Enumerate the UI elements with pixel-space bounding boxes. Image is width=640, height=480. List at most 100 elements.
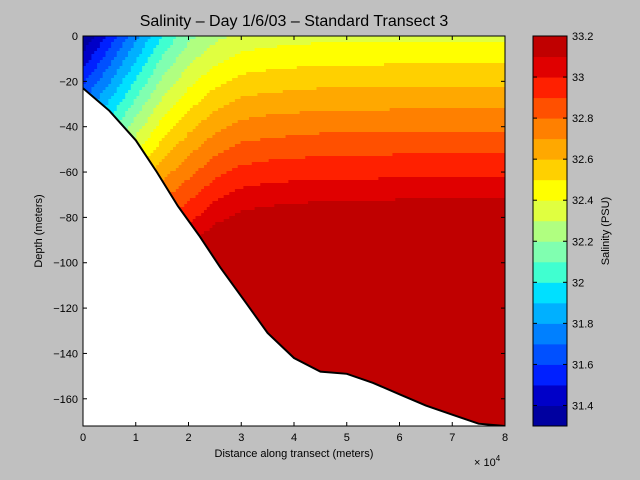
contour-cell xyxy=(319,45,323,49)
contour-cell xyxy=(282,48,287,52)
contour-cell xyxy=(122,63,126,67)
contour-cell xyxy=(451,45,455,49)
contour-cell xyxy=(485,66,489,70)
contour-cell xyxy=(119,42,123,46)
contour-cell xyxy=(392,51,396,55)
contour-cell xyxy=(97,69,101,73)
contour-cell xyxy=(184,69,188,73)
contour-cell xyxy=(226,63,230,67)
contour-cell xyxy=(263,69,267,73)
contour-cell xyxy=(175,51,180,55)
contour-cell xyxy=(496,57,500,61)
contour-cell xyxy=(274,36,278,40)
contour-cell xyxy=(403,36,408,40)
contour-cell xyxy=(496,51,500,55)
contour-cell xyxy=(482,60,486,64)
contour-cell xyxy=(164,54,168,58)
contour-cell xyxy=(308,63,312,67)
contour-cell xyxy=(223,57,228,61)
contour-cell xyxy=(209,51,214,55)
contour-cell xyxy=(99,48,104,52)
contour-cell xyxy=(389,39,394,43)
contour-cell xyxy=(479,66,484,70)
contour-cell xyxy=(499,36,503,40)
contour-cell xyxy=(440,39,444,43)
contour-cell xyxy=(97,60,101,64)
contour-cell xyxy=(462,69,467,73)
contour-cell xyxy=(409,42,413,46)
contour-cell xyxy=(254,66,259,70)
contour-cell xyxy=(83,60,87,64)
contour-cell xyxy=(279,39,284,43)
contour-cell xyxy=(431,63,436,67)
contour-cell xyxy=(105,39,109,43)
contour-cell xyxy=(310,60,315,64)
contour-cell xyxy=(465,60,470,64)
contour-cell xyxy=(282,39,287,43)
contour-cell xyxy=(158,36,163,40)
contour-cell xyxy=(333,36,337,40)
contour-cell xyxy=(268,66,273,70)
contour-cell xyxy=(139,66,143,70)
contour-cell xyxy=(479,57,484,61)
contour-cell xyxy=(260,60,264,64)
contour-cell xyxy=(291,69,295,73)
contour-cell xyxy=(299,66,304,70)
contour-cell xyxy=(291,48,295,52)
contour-cell xyxy=(212,45,216,49)
contour-cell xyxy=(420,36,425,40)
contour-cell xyxy=(471,51,475,55)
contour-cell xyxy=(409,57,413,61)
contour-cell xyxy=(305,48,309,52)
contour-cell xyxy=(94,36,98,40)
contour-cell xyxy=(386,45,391,49)
contour-cell xyxy=(240,39,244,43)
contour-cell xyxy=(412,42,416,46)
contour-cell xyxy=(358,60,363,64)
contour-cell xyxy=(378,63,382,67)
contour-cell xyxy=(333,57,337,61)
contour-cell xyxy=(443,42,447,46)
contour-cell xyxy=(108,42,112,46)
contour-cell xyxy=(277,42,281,46)
contour-cell xyxy=(358,69,363,73)
contour-cell xyxy=(457,39,461,43)
contour-cell xyxy=(94,51,98,55)
contour-cell xyxy=(471,66,475,70)
contour-cell xyxy=(313,45,318,49)
contour-cell xyxy=(364,45,368,49)
contour-cell xyxy=(243,63,247,67)
contour-cell xyxy=(313,39,318,43)
contour-cell xyxy=(457,60,461,64)
contour-cell xyxy=(192,51,197,55)
contour-cell xyxy=(457,69,461,73)
contour-cell xyxy=(215,57,219,61)
contour-cell xyxy=(130,60,135,64)
contour-cell xyxy=(414,48,419,52)
contour-cell xyxy=(443,51,447,55)
contour-cell xyxy=(254,57,259,61)
contour-cell xyxy=(173,42,177,46)
contour-cell xyxy=(445,57,450,61)
contour-cell xyxy=(237,45,242,49)
contour-cell xyxy=(398,66,402,70)
contour-cell xyxy=(246,39,250,43)
contour-cell xyxy=(277,54,281,58)
contour-cell xyxy=(431,51,436,55)
contour-cell xyxy=(392,63,396,67)
contour-cell xyxy=(150,63,154,67)
contour-cell xyxy=(462,66,467,70)
contour-cell xyxy=(288,51,292,55)
contour-cell xyxy=(482,42,486,46)
contour-cell xyxy=(485,48,489,52)
contour-cell xyxy=(341,36,346,40)
contour-cell xyxy=(136,69,140,73)
contour-cell xyxy=(279,57,284,61)
contour-cell xyxy=(355,69,360,73)
contour-cell xyxy=(144,45,149,49)
contour-cell xyxy=(347,69,351,73)
contour-cell xyxy=(499,60,503,64)
contour-cell xyxy=(296,51,301,55)
contour-cell xyxy=(206,54,211,58)
contour-cell xyxy=(369,63,374,67)
